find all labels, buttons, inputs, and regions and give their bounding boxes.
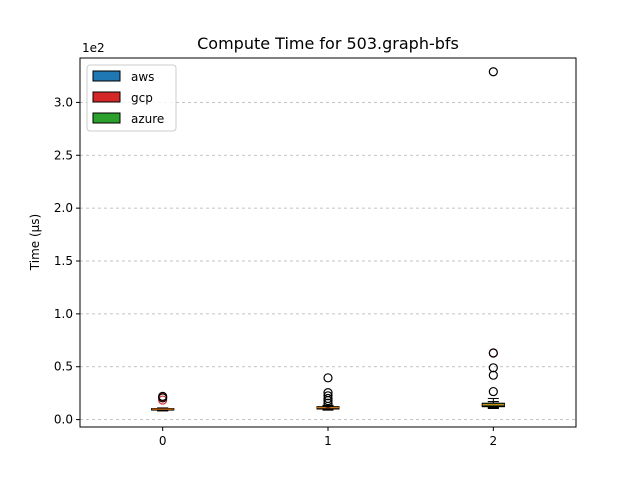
- y-scale-multiplier: 1e2: [82, 41, 105, 55]
- y-tick-label: 0.0: [54, 413, 73, 427]
- legend-swatch-aws: [92, 70, 121, 82]
- y-tick-label: 2.5: [54, 148, 73, 162]
- axes: 0.0 0.5 1.0 1.5 2.0 2.5 3.0 0 1 2: [54, 95, 497, 448]
- y-tick-label: 1.5: [54, 254, 73, 268]
- series-azure: [151, 67, 505, 411]
- grid-lines: [80, 102, 576, 420]
- legend-swatch-gcp: [92, 91, 121, 103]
- outlier-point: [323, 388, 333, 398]
- legend-entries: aws gcp azure: [92, 70, 164, 126]
- outlier-point: [323, 373, 333, 383]
- outlier-point: [488, 348, 498, 358]
- y-tick-label: 1.0: [54, 307, 73, 321]
- chart-title: Compute Time for 503.graph-bfs: [197, 34, 459, 53]
- legend-swatch-azure: [92, 112, 121, 124]
- legend-label-aws: aws: [131, 70, 154, 84]
- legend-label-gcp: gcp: [131, 91, 153, 105]
- outlier-point: [488, 363, 498, 373]
- outlier-point: [323, 393, 333, 404]
- outlier-point: [488, 386, 498, 397]
- y-axis-label: Time (µs): [28, 214, 42, 271]
- x-tick-label: 0: [159, 434, 167, 448]
- legend-label-azure: azure: [131, 112, 164, 126]
- y-tick-label: 0.5: [54, 360, 73, 374]
- outlier-point: [158, 391, 168, 401]
- outlier-point: [323, 391, 333, 401]
- y-tick-label: 3.0: [54, 95, 73, 109]
- x-tick-label: 2: [490, 434, 498, 448]
- legend: aws gcp azure: [86, 64, 177, 132]
- y-tick-label: 2.0: [54, 201, 73, 215]
- x-tick-label: 1: [324, 434, 332, 448]
- series-boxes: [151, 67, 505, 412]
- outlier-point: [488, 67, 498, 77]
